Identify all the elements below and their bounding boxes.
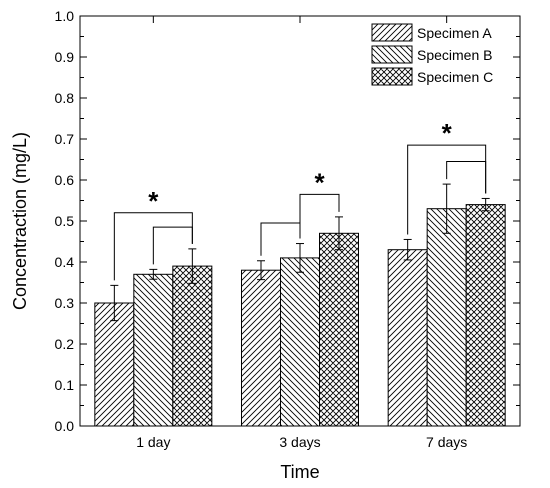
significance-bracket — [152, 226, 193, 265]
y-tick-label: 0.9 — [55, 49, 75, 65]
y-tick-label: 0.4 — [55, 254, 75, 270]
y-tick-label: 0.6 — [55, 172, 75, 188]
significance-star: * — [148, 186, 159, 216]
x-tick-label: 1 day — [136, 434, 170, 450]
y-tick-label: 0.7 — [55, 131, 75, 147]
bar — [387, 249, 428, 427]
y-tick-label: 1.0 — [55, 8, 75, 24]
bar — [172, 265, 213, 427]
bar — [241, 269, 281, 427]
significance-star: * — [314, 167, 325, 197]
legend-swatch — [371, 67, 413, 86]
y-tick-label: 0.0 — [55, 418, 75, 434]
legend-label: Specimen A — [417, 25, 492, 41]
y-tick-label: 0.8 — [55, 90, 75, 106]
bar — [280, 257, 320, 427]
x-axis-title: Time — [280, 462, 319, 482]
bar — [319, 232, 359, 427]
legend-label: Specimen C — [417, 69, 493, 85]
significance-bracket — [446, 161, 487, 194]
significance-bracket — [260, 222, 301, 256]
x-tick-label: 3 days — [279, 434, 320, 450]
y-tick-label: 0.1 — [55, 377, 75, 393]
y-tick-label: 0.5 — [55, 213, 75, 229]
bar — [94, 302, 135, 427]
y-axis-title: Concentraction (mg/L) — [10, 132, 30, 310]
y-tick-label: 0.3 — [55, 295, 75, 311]
legend-label: Specimen B — [417, 47, 492, 63]
legend-swatch — [371, 23, 413, 42]
significance-star: * — [442, 118, 453, 148]
y-tick-label: 0.2 — [55, 336, 75, 352]
legend-swatch — [371, 45, 413, 64]
bar — [426, 208, 467, 427]
significance-bracket — [299, 193, 340, 239]
x-tick-label: 7 days — [426, 434, 467, 450]
bar — [133, 273, 174, 427]
bar — [465, 204, 506, 427]
